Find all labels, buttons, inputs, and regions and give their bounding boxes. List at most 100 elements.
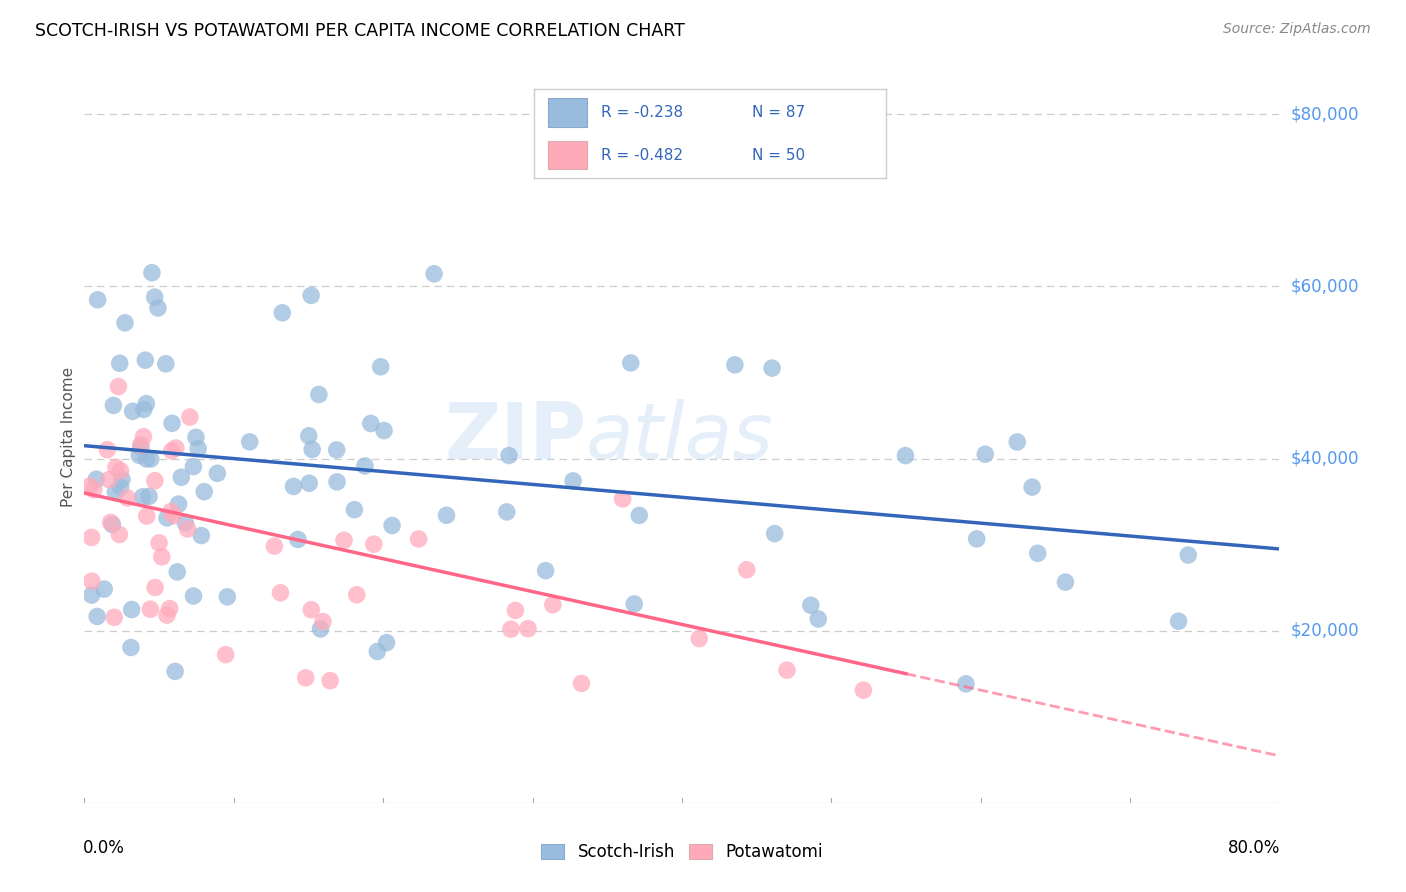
Text: $80,000: $80,000 bbox=[1291, 105, 1360, 123]
Text: 0.0%: 0.0% bbox=[83, 839, 125, 857]
Point bbox=[101, 517, 124, 532]
Point bbox=[121, 602, 143, 616]
Point bbox=[121, 404, 143, 418]
Point bbox=[343, 502, 366, 516]
Point bbox=[138, 489, 160, 503]
Point bbox=[135, 452, 157, 467]
Point bbox=[239, 434, 262, 449]
Point bbox=[103, 610, 125, 624]
Bar bbox=[548, 141, 586, 169]
Point bbox=[86, 472, 108, 486]
Point bbox=[179, 410, 201, 425]
Point bbox=[214, 648, 236, 662]
Point bbox=[134, 353, 156, 368]
Point bbox=[111, 472, 134, 486]
Point bbox=[499, 622, 522, 636]
Point bbox=[381, 518, 404, 533]
Point bbox=[108, 527, 131, 541]
Text: $40,000: $40,000 bbox=[1291, 450, 1360, 467]
Point bbox=[623, 597, 645, 611]
Point bbox=[160, 443, 183, 458]
Point bbox=[103, 398, 125, 412]
Point bbox=[620, 356, 643, 370]
Point bbox=[423, 267, 446, 281]
Point bbox=[190, 528, 212, 542]
Point bbox=[104, 485, 127, 500]
Point bbox=[974, 447, 997, 461]
Point bbox=[98, 473, 121, 487]
Point bbox=[366, 644, 388, 658]
Text: Source: ZipAtlas.com: Source: ZipAtlas.com bbox=[1223, 22, 1371, 37]
Point bbox=[724, 358, 747, 372]
Point bbox=[1177, 548, 1199, 562]
Point bbox=[333, 533, 356, 548]
Point bbox=[110, 480, 132, 494]
Point bbox=[143, 474, 166, 488]
Point bbox=[299, 603, 322, 617]
Point bbox=[120, 640, 142, 655]
Bar bbox=[548, 98, 586, 127]
Point bbox=[325, 442, 347, 457]
Point bbox=[139, 602, 162, 616]
Point bbox=[346, 588, 368, 602]
Point bbox=[370, 359, 392, 374]
Point bbox=[505, 603, 527, 617]
Point bbox=[129, 440, 152, 454]
Point bbox=[294, 671, 316, 685]
Point bbox=[96, 442, 118, 457]
Point bbox=[1005, 434, 1028, 449]
Point bbox=[86, 293, 108, 307]
Point bbox=[176, 522, 198, 536]
Point bbox=[301, 442, 323, 457]
Point bbox=[107, 379, 129, 393]
Point bbox=[86, 609, 108, 624]
Text: N = 87: N = 87 bbox=[752, 105, 806, 120]
Point bbox=[375, 635, 398, 649]
Point bbox=[166, 565, 188, 579]
Point bbox=[183, 589, 205, 603]
Text: SCOTCH-IRISH VS POTAWATOMI PER CAPITA INCOME CORRELATION CHART: SCOTCH-IRISH VS POTAWATOMI PER CAPITA IN… bbox=[35, 22, 685, 40]
Point bbox=[110, 464, 132, 478]
Point bbox=[287, 533, 309, 547]
Point bbox=[167, 497, 190, 511]
Point bbox=[966, 532, 988, 546]
Point bbox=[436, 508, 458, 523]
Point bbox=[163, 508, 186, 523]
Point bbox=[150, 549, 173, 564]
Point bbox=[852, 683, 875, 698]
Point bbox=[156, 608, 179, 623]
Point bbox=[612, 491, 634, 506]
Point bbox=[79, 479, 101, 493]
Point bbox=[541, 598, 564, 612]
Point bbox=[143, 581, 166, 595]
Point bbox=[373, 424, 395, 438]
Text: R = -0.238: R = -0.238 bbox=[602, 105, 683, 120]
Point bbox=[571, 676, 593, 690]
Point bbox=[298, 476, 321, 491]
Point bbox=[1021, 480, 1043, 494]
Legend: Scotch-Irish, Potawatomi: Scotch-Irish, Potawatomi bbox=[534, 837, 830, 868]
Point bbox=[80, 588, 103, 602]
Point bbox=[688, 632, 710, 646]
Point bbox=[148, 536, 170, 550]
Point bbox=[174, 516, 197, 530]
Point bbox=[270, 586, 292, 600]
Point bbox=[193, 484, 215, 499]
Point bbox=[498, 449, 520, 463]
Point bbox=[165, 441, 187, 455]
Point bbox=[363, 537, 385, 551]
Point bbox=[735, 563, 758, 577]
Y-axis label: Per Capita Income: Per Capita Income bbox=[60, 367, 76, 508]
Point bbox=[283, 479, 305, 493]
Point bbox=[135, 509, 157, 524]
Point bbox=[139, 452, 162, 467]
Point bbox=[83, 483, 105, 497]
Point bbox=[326, 475, 349, 489]
Point bbox=[143, 290, 166, 304]
Point bbox=[298, 429, 321, 443]
Point bbox=[114, 316, 136, 330]
Point bbox=[132, 430, 155, 444]
Text: ZIP: ZIP bbox=[444, 399, 586, 475]
Point bbox=[156, 511, 179, 525]
Point bbox=[187, 442, 209, 456]
